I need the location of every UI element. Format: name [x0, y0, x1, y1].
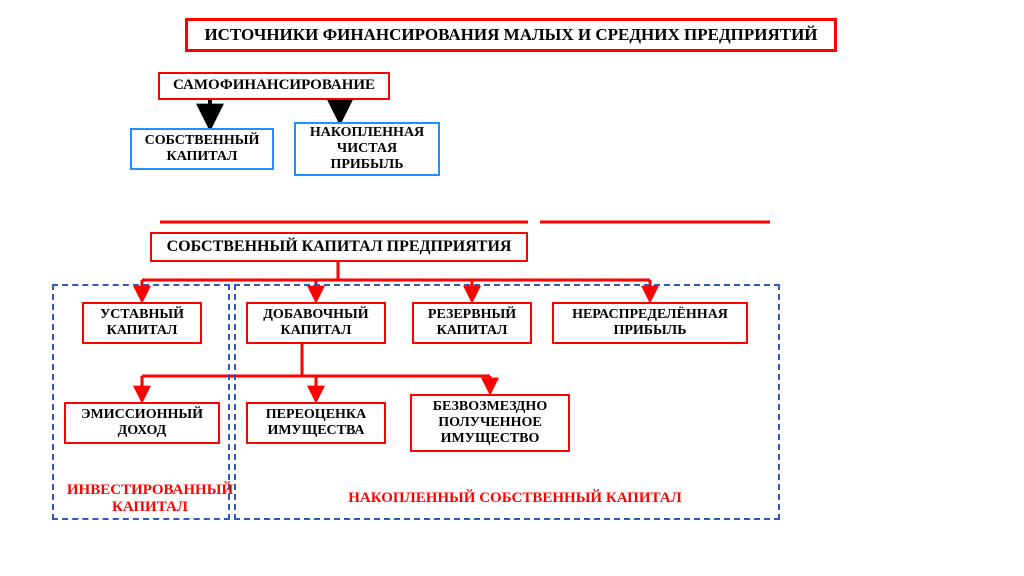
- accumulated-capital-caption-text: НАКОПЛЕННЫЙ СОБСТВЕННЫЙ КАПИТАЛ: [348, 490, 682, 506]
- additional-capital-text: ДОБАВОЧНЫЙКАПИТАЛ: [263, 307, 368, 339]
- title-text: ИСТОЧНИКИ ФИНАНСИРОВАНИЯ МАЛЫХ И СРЕДНИХ…: [204, 25, 817, 45]
- accumulated-profit-text: НАКОПЛЕННАЯЧИСТАЯПРИБЫЛЬ: [310, 125, 424, 173]
- retained-earnings-text: НЕРАСПРЕДЕЛЁННАЯПРИБЫЛЬ: [572, 307, 728, 339]
- reserve-capital-box: РЕЗЕРВНЫЙКАПИТАЛ: [412, 302, 532, 344]
- accumulated-capital-caption: НАКОПЛЕННЫЙ СОБСТВЕННЫЙ КАПИТАЛ: [300, 490, 730, 507]
- charter-capital-box: УСТАВНЫЙКАПИТАЛ: [82, 302, 202, 344]
- title-box: ИСТОЧНИКИ ФИНАНСИРОВАНИЯ МАЛЫХ И СРЕДНИХ…: [185, 18, 837, 52]
- gratuitous-property-box: БЕЗВОЗМЕЗДНОПОЛУЧЕННОЕИМУЩЕСТВО: [410, 394, 570, 452]
- enterprise-capital-box: СОБСТВЕННЫЙ КАПИТАЛ ПРЕДПРИЯТИЯ: [150, 232, 528, 262]
- own-capital-text: СОБСТВЕННЫЙКАПИТАЛ: [145, 133, 260, 165]
- revaluation-box: ПЕРЕОЦЕНКАИМУЩЕСТВА: [246, 402, 386, 444]
- self-financing-text: САМОФИНАНСИРОВАНИЕ: [173, 77, 375, 94]
- enterprise-capital-text: СОБСТВЕННЫЙ КАПИТАЛ ПРЕДПРИЯТИЯ: [167, 238, 512, 256]
- accumulated-profit-box: НАКОПЛЕННАЯЧИСТАЯПРИБЫЛЬ: [294, 122, 440, 176]
- revaluation-text: ПЕРЕОЦЕНКАИМУЩЕСТВА: [266, 407, 366, 439]
- share-income-text: ЭМИССИОННЫЙДОХОД: [81, 407, 203, 439]
- invested-capital-caption: ИНВЕСТИРОВАННЫЙКАПИТАЛ: [60, 482, 240, 516]
- retained-earnings-box: НЕРАСПРЕДЕЛЁННАЯПРИБЫЛЬ: [552, 302, 748, 344]
- own-capital-box: СОБСТВЕННЫЙКАПИТАЛ: [130, 128, 274, 170]
- invested-capital-caption-text: ИНВЕСТИРОВАННЫЙКАПИТАЛ: [67, 482, 233, 515]
- additional-capital-box: ДОБАВОЧНЫЙКАПИТАЛ: [246, 302, 386, 344]
- share-income-box: ЭМИССИОННЫЙДОХОД: [64, 402, 220, 444]
- charter-capital-text: УСТАВНЫЙКАПИТАЛ: [100, 307, 184, 339]
- reserve-capital-text: РЕЗЕРВНЫЙКАПИТАЛ: [428, 307, 516, 339]
- self-financing-box: САМОФИНАНСИРОВАНИЕ: [158, 72, 390, 100]
- gratuitous-property-text: БЕЗВОЗМЕЗДНОПОЛУЧЕННОЕИМУЩЕСТВО: [433, 399, 547, 447]
